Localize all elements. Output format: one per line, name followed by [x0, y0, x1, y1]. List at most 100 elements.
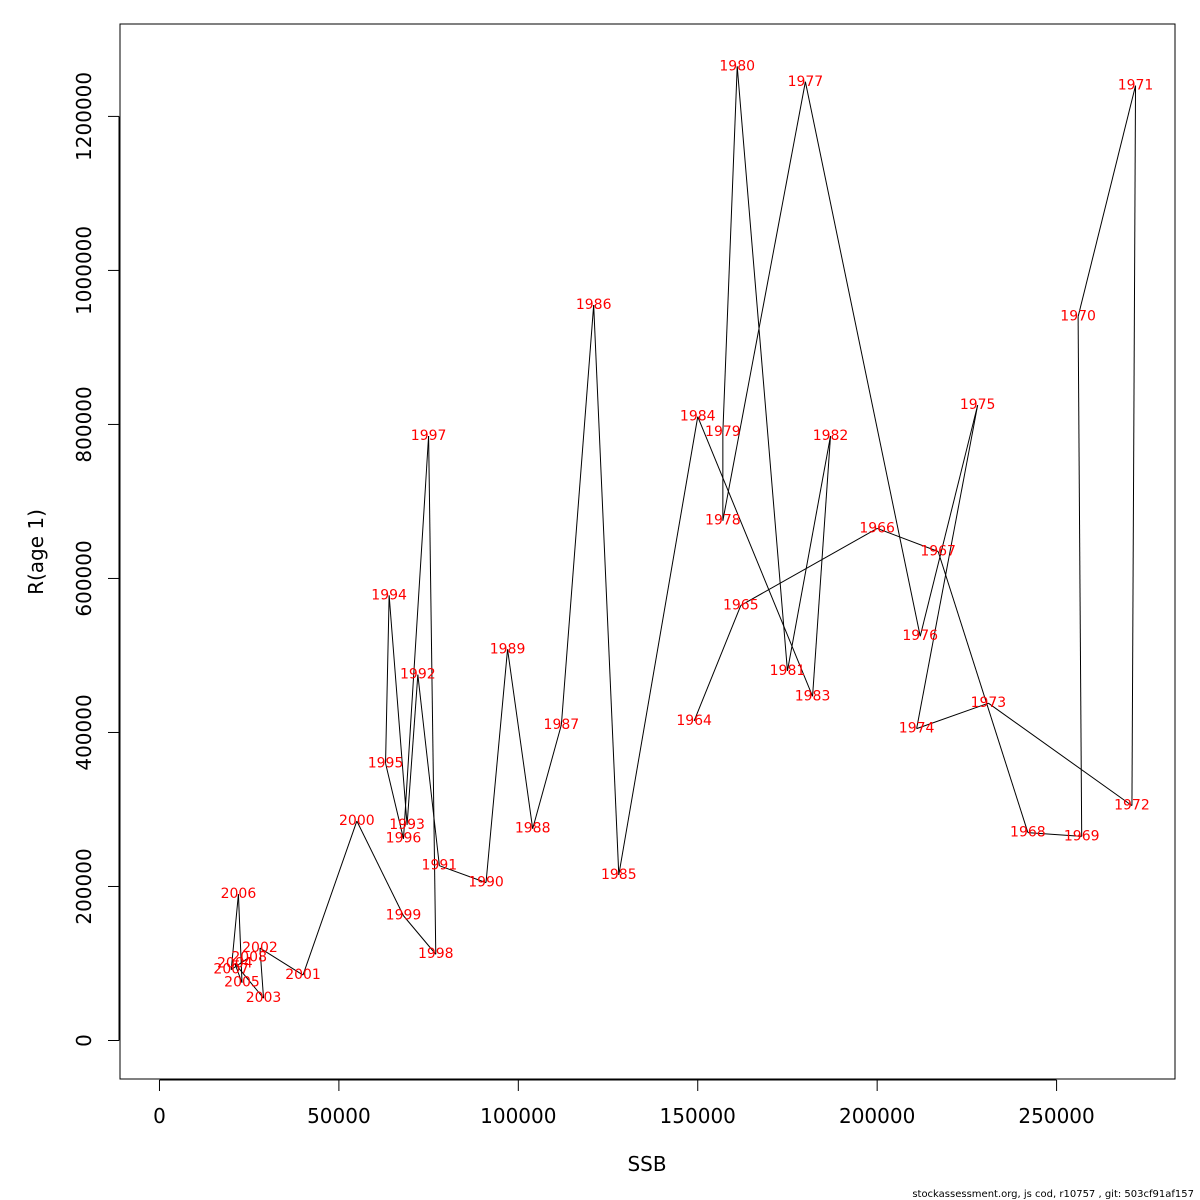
point-label-1978: 1978: [705, 513, 741, 529]
point-label-1972: 1972: [1114, 798, 1150, 814]
x-tick-label: 50000: [307, 1104, 371, 1128]
series-segment: [560, 305, 595, 725]
series-segment: [259, 947, 304, 976]
point-label-2005: 2005: [224, 975, 260, 991]
point-label-1983: 1983: [795, 688, 831, 704]
point-label-1988: 1988: [515, 821, 551, 837]
series-segment: [697, 416, 814, 697]
plot-frame: [119, 23, 1176, 1080]
point-label-2007: 2007: [213, 962, 249, 978]
y-axis: 0 200000 400000 600000 800000 1000000 1200000: [72, 72, 120, 1047]
series-segment: [230, 894, 239, 970]
series-segment: [234, 963, 264, 999]
series-segment: [988, 702, 1133, 807]
point-label-1986: 1986: [576, 297, 612, 313]
series-segment: [230, 956, 250, 971]
x-tick-label: 200000: [839, 1104, 915, 1128]
x-tick-label: 250000: [1018, 1104, 1094, 1128]
series-segment: [406, 674, 419, 825]
point-labels: 1964 1965 1966 1967 1968 1969 1970 1971 1972 1973…: [213, 58, 1153, 1006]
y-tick-label: 400000: [72, 694, 96, 770]
series-segment: [618, 416, 699, 876]
point-label-1996: 1996: [386, 831, 422, 847]
point-label-2000: 2000: [339, 813, 375, 829]
series-segment: [804, 81, 921, 637]
series-segment: [593, 305, 620, 875]
point-label-1970: 1970: [1060, 309, 1096, 325]
series-segment: [403, 915, 437, 955]
series-segment: [385, 763, 404, 839]
x-axis: 0 50000 100000 150000 200000 250000: [153, 1079, 1095, 1128]
point-label-1968: 1968: [1010, 825, 1046, 841]
point-label-1969: 1969: [1064, 828, 1100, 844]
footer-text: stockassessment.org, js cod, r10757 , gi…: [912, 1189, 1194, 1200]
point-label-1974: 1974: [899, 721, 935, 737]
y-tick-label: 0: [72, 1034, 96, 1047]
point-label-1995: 1995: [368, 755, 404, 771]
point-label-1965: 1965: [723, 597, 759, 613]
point-label-2003: 2003: [246, 990, 282, 1006]
series-segment: [919, 405, 979, 637]
point-label-1975: 1975: [960, 397, 996, 413]
point-label-1976: 1976: [902, 628, 938, 644]
series-lines: [230, 66, 1137, 999]
series-segment: [388, 595, 408, 825]
series-segment: [1027, 832, 1082, 837]
point-label-1981: 1981: [770, 663, 806, 679]
series-segment: [402, 435, 430, 839]
series-segment: [485, 649, 509, 883]
point-label-1979: 1979: [705, 424, 741, 440]
point-label-2006: 2006: [221, 886, 257, 902]
point-label-1964: 1964: [676, 713, 712, 729]
point-label-1982: 1982: [813, 428, 849, 444]
series-segment: [1077, 85, 1137, 317]
y-tick-label: 600000: [72, 540, 96, 616]
series-segment: [532, 724, 562, 829]
point-label-1984: 1984: [680, 409, 716, 425]
series-segment: [722, 81, 806, 521]
series-segment: [812, 435, 832, 697]
x-tick-label: 100000: [480, 1104, 556, 1128]
series-segment: [740, 527, 878, 606]
point-label-1985: 1985: [601, 867, 637, 883]
series-segment: [937, 551, 1029, 833]
y-tick-label: 1200000: [72, 72, 96, 161]
x-tick-label: 150000: [660, 1104, 736, 1128]
series-segment: [693, 605, 742, 722]
point-label-1977: 1977: [788, 74, 824, 90]
y-tick-label: 1000000: [72, 226, 96, 315]
series-segment: [385, 595, 390, 764]
point-label-1980: 1980: [719, 58, 755, 74]
series-segment: [439, 865, 487, 884]
point-label-2004: 2004: [217, 955, 253, 971]
series-segment: [302, 820, 358, 976]
series-segment: [1131, 85, 1137, 806]
point-label-2002: 2002: [242, 940, 278, 956]
point-label-1998: 1998: [418, 946, 454, 962]
y-axis-title: R(age 1): [24, 509, 48, 595]
point-label-2008: 2008: [231, 949, 267, 965]
point-label-1999: 1999: [386, 908, 422, 924]
series-segment: [916, 702, 989, 730]
series-segment: [1077, 316, 1083, 837]
point-label-1993: 1993: [389, 817, 425, 833]
series-segment: [428, 435, 437, 955]
series-segment: [417, 674, 440, 866]
x-axis-title: SSB: [627, 1152, 666, 1176]
series-segment: [237, 894, 243, 983]
point-label-1992: 1992: [400, 667, 436, 683]
point-label-1991: 1991: [422, 858, 458, 874]
series-segment: [356, 820, 404, 916]
y-tick-label: 200000: [72, 848, 96, 924]
point-label-1994: 1994: [371, 587, 407, 603]
series-segment: [259, 948, 265, 999]
series-segment: [736, 66, 788, 671]
x-tick-label: 0: [153, 1104, 166, 1128]
point-label-1989: 1989: [490, 641, 526, 657]
series-segment: [507, 649, 534, 829]
point-label-1967: 1967: [920, 544, 956, 560]
point-label-1987: 1987: [544, 717, 580, 733]
series-segment: [876, 527, 939, 552]
series-segment: [722, 66, 738, 433]
